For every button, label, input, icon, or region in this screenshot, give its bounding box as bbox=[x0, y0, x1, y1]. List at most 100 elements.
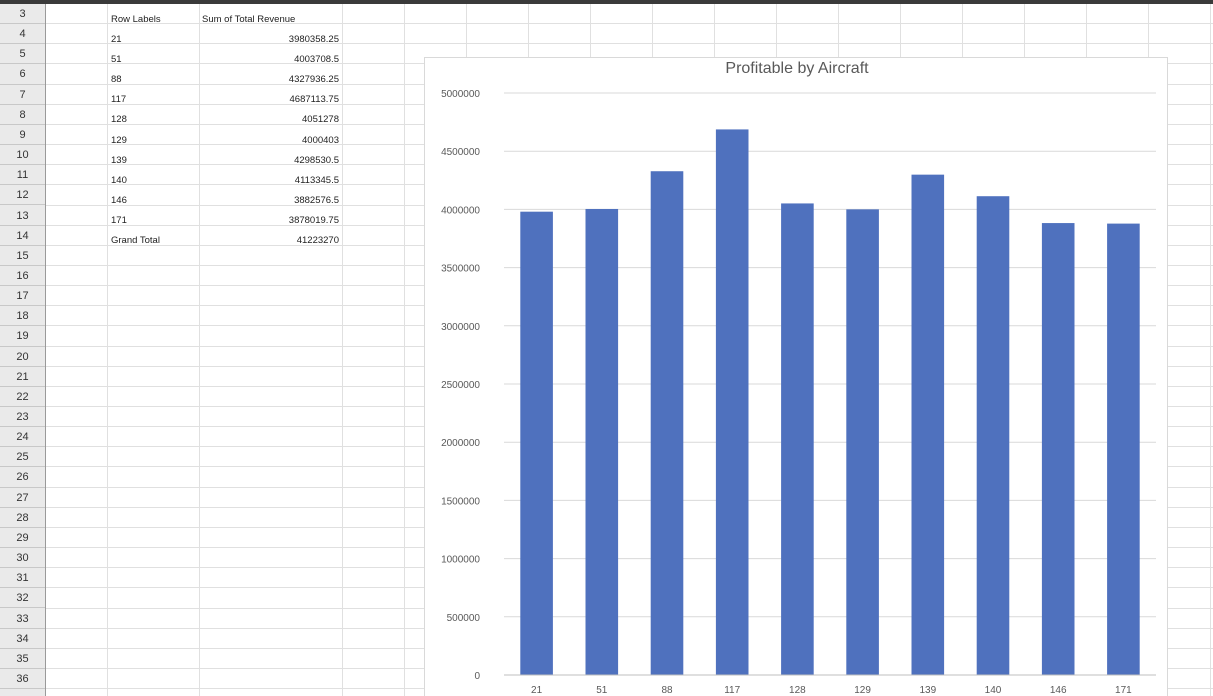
row-header[interactable]: 7 bbox=[0, 84, 45, 105]
row-gridline bbox=[46, 23, 1213, 25]
row-header[interactable]: 19 bbox=[0, 326, 45, 347]
column-gridline bbox=[1210, 4, 1211, 696]
x-tick-label: 51 bbox=[596, 685, 608, 696]
bar-140[interactable] bbox=[976, 196, 1010, 675]
row-header[interactable]: 4 bbox=[0, 24, 45, 45]
pivot-row-value[interactable]: 4003708.5 bbox=[294, 54, 339, 66]
row-header[interactable]: 32 bbox=[0, 588, 45, 609]
row-header[interactable]: 34 bbox=[0, 628, 45, 649]
pivot-row-label[interactable]: 171 bbox=[111, 214, 127, 226]
row-header[interactable]: 9 bbox=[0, 124, 45, 146]
y-tick-label: 2000000 bbox=[441, 438, 480, 449]
pivot-row-label[interactable]: 146 bbox=[111, 194, 127, 206]
row-header[interactable]: 25 bbox=[0, 447, 45, 468]
y-tick-label: 5000000 bbox=[441, 89, 480, 100]
pivot-row-value[interactable]: 4051278 bbox=[302, 114, 339, 126]
y-tick-label: 0 bbox=[474, 671, 480, 682]
pivot-header-sum[interactable]: Sum of Total Revenue bbox=[202, 14, 296, 25]
column-gridline bbox=[199, 4, 200, 696]
column-gridline bbox=[404, 4, 405, 696]
y-tick-label: 2500000 bbox=[441, 380, 480, 391]
x-tick-label: 139 bbox=[919, 685, 936, 696]
row-header[interactable]: 15 bbox=[0, 245, 45, 266]
pivot-row-value[interactable]: 4327936.25 bbox=[288, 74, 339, 86]
pivot-grand-total-value[interactable]: 41223270 bbox=[296, 235, 339, 246]
chart-plot: 0 500000 1000000 1500000 2000000 2500000 30000… bbox=[441, 89, 1156, 696]
bar-146[interactable] bbox=[1041, 223, 1075, 675]
row-header[interactable]: 36 bbox=[0, 668, 45, 690]
pivot-row-value[interactable]: 3882576.5 bbox=[294, 194, 339, 206]
bar-128[interactable] bbox=[781, 203, 814, 675]
pivot-row-value[interactable]: 3878019.75 bbox=[288, 214, 339, 226]
pivot-row-value[interactable]: 4687113.75 bbox=[289, 94, 340, 106]
y-tick-label: 4000000 bbox=[441, 205, 480, 216]
pivot-row-label[interactable]: 128 bbox=[111, 114, 127, 126]
bar-21[interactable] bbox=[520, 211, 553, 676]
pivot-row-label[interactable]: 140 bbox=[111, 174, 127, 186]
row-header[interactable]: 35 bbox=[0, 648, 45, 669]
pivot-row-label[interactable]: 129 bbox=[111, 134, 127, 146]
row-header[interactable]: 21 bbox=[0, 366, 45, 387]
y-tick-label: 1500000 bbox=[441, 496, 480, 507]
bar-139[interactable] bbox=[911, 174, 945, 675]
row-header[interactable]: 3 bbox=[0, 4, 45, 25]
pivot-row-label[interactable]: 117 bbox=[111, 94, 127, 106]
y-tick-label: 1000000 bbox=[441, 555, 480, 566]
row-header[interactable]: 12 bbox=[0, 185, 45, 206]
x-tick-label: 146 bbox=[1050, 685, 1067, 696]
row-header[interactable]: 28 bbox=[0, 507, 45, 528]
row-header[interactable]: 6 bbox=[0, 64, 45, 85]
row-header[interactable]: 22 bbox=[0, 386, 45, 407]
row-header[interactable]: 11 bbox=[0, 165, 45, 186]
column-gridline bbox=[342, 4, 343, 696]
y-tick-label: 4500000 bbox=[441, 147, 480, 158]
row-header[interactable]: 23 bbox=[0, 407, 45, 428]
row-header[interactable]: 17 bbox=[0, 286, 45, 307]
bar-171[interactable] bbox=[1107, 223, 1140, 675]
row-header[interactable]: 30 bbox=[0, 548, 45, 569]
column-gridline bbox=[107, 4, 108, 696]
pivot-grand-total-label[interactable]: Grand Total bbox=[111, 235, 160, 246]
row-header[interactable]: 14 bbox=[0, 225, 45, 246]
x-tick-label: 128 bbox=[789, 685, 806, 696]
pivot-row-value[interactable]: 4000403 bbox=[302, 134, 339, 146]
bar-88[interactable] bbox=[650, 171, 684, 675]
bar-129[interactable] bbox=[846, 209, 879, 675]
pivot-row-label[interactable]: 21 bbox=[111, 34, 122, 45]
y-tick-label: 500000 bbox=[447, 613, 481, 624]
row-header[interactable]: 33 bbox=[0, 608, 45, 629]
pivot-header-row-labels[interactable]: Row Labels bbox=[111, 14, 161, 25]
bar-51[interactable] bbox=[585, 208, 619, 676]
row-gridline bbox=[46, 43, 1213, 45]
x-tick-label: 21 bbox=[531, 685, 543, 696]
row-header[interactable]: 31 bbox=[0, 568, 45, 589]
y-tick-label: 3500000 bbox=[441, 264, 480, 275]
pivot-row-value[interactable]: 4298530.5 bbox=[294, 154, 339, 166]
row-header[interactable]: 16 bbox=[0, 265, 45, 287]
row-header[interactable]: 24 bbox=[0, 427, 45, 448]
x-tick-label: 140 bbox=[985, 685, 1002, 696]
row-header[interactable]: 18 bbox=[0, 306, 45, 327]
row-header-column: 3 4 5 6 7 8 9 10 11 12 13 14 15 16 17 18 19 20 21 22 23 24 25 2… bbox=[0, 4, 46, 696]
chart-title[interactable]: Profitable by Aircraft bbox=[725, 60, 869, 77]
row-header[interactable]: 27 bbox=[0, 487, 45, 508]
pivot-row-label[interactable]: 139 bbox=[111, 154, 127, 166]
bar-chart[interactable]: Profitable by Aircraft 0 500000 1000000 150… bbox=[424, 57, 1168, 696]
bar-117[interactable] bbox=[715, 129, 749, 676]
pivot-row-label[interactable]: 51 bbox=[111, 54, 122, 66]
row-header[interactable]: 8 bbox=[0, 104, 45, 125]
row-header[interactable]: 26 bbox=[0, 467, 45, 488]
row-header[interactable]: 5 bbox=[0, 44, 45, 65]
x-tick-label: 129 bbox=[854, 685, 871, 696]
y-tick-label: 3000000 bbox=[441, 322, 480, 333]
pivot-row-value[interactable]: 4113345.5 bbox=[294, 174, 339, 186]
x-tick-label: 88 bbox=[661, 685, 673, 696]
row-header[interactable]: 20 bbox=[0, 346, 45, 367]
pivot-row-value[interactable]: 3980358.25 bbox=[288, 34, 339, 45]
toolbar-edge bbox=[0, 0, 1213, 4]
row-header[interactable]: 29 bbox=[0, 527, 45, 549]
pivot-row-label[interactable]: 88 bbox=[111, 74, 122, 86]
row-header[interactable]: 10 bbox=[0, 145, 45, 166]
row-header[interactable]: 13 bbox=[0, 205, 45, 226]
